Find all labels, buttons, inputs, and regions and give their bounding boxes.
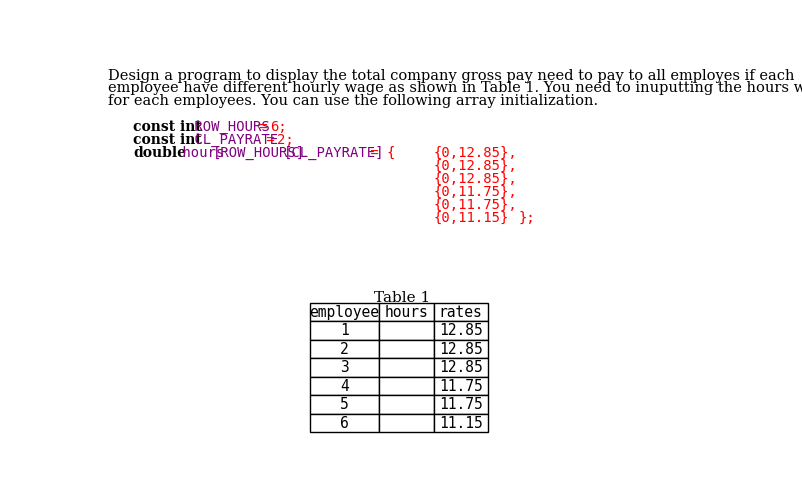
Bar: [310, 303, 379, 322]
Text: CL_PAYRATE: CL_PAYRATE: [186, 133, 278, 147]
Text: 11.75: 11.75: [439, 379, 482, 394]
Text: {0,11.75},: {0,11.75},: [433, 185, 516, 199]
Text: Table 1: Table 1: [374, 291, 430, 305]
Text: {0,11.75},: {0,11.75},: [433, 198, 516, 212]
Text: {0,11.15}: {0,11.15}: [433, 211, 508, 225]
Bar: [433, 414, 488, 432]
Bar: [433, 358, 488, 377]
Text: [CL_PAYRATE]: [CL_PAYRATE]: [284, 146, 384, 160]
Text: hours: hours: [174, 146, 224, 160]
Text: 12.85: 12.85: [439, 341, 482, 357]
Text: 12.85: 12.85: [439, 360, 482, 375]
Bar: [310, 414, 379, 432]
Text: 5: 5: [340, 397, 348, 412]
Bar: [310, 322, 379, 340]
Bar: [379, 340, 433, 358]
Text: {0,12.85},: {0,12.85},: [433, 172, 516, 186]
Bar: [310, 395, 379, 414]
Text: 4: 4: [340, 379, 348, 394]
Text: employee have different hourly wage as shown in Table 1. You need to inuputting : employee have different hourly wage as s…: [108, 81, 802, 95]
Bar: [379, 377, 433, 395]
Text: 11.15: 11.15: [439, 415, 482, 430]
Text: 2: 2: [340, 341, 348, 357]
Text: {0,12.85},: {0,12.85},: [433, 146, 516, 160]
Bar: [310, 340, 379, 358]
Text: 6: 6: [340, 415, 348, 430]
Bar: [310, 358, 379, 377]
Bar: [433, 377, 488, 395]
Text: 1: 1: [340, 323, 348, 338]
Text: 12.85: 12.85: [439, 323, 482, 338]
Text: [ROW_HOURS]: [ROW_HOURS]: [213, 146, 305, 160]
Text: };: };: [518, 211, 535, 225]
Bar: [379, 322, 433, 340]
Text: double: double: [133, 146, 186, 160]
Text: hours: hours: [384, 305, 427, 320]
Bar: [310, 377, 379, 395]
Text: 6;: 6;: [270, 120, 287, 134]
Text: =: =: [251, 120, 276, 134]
Text: Design a program to display the total company gross pay need to pay to all emplo: Design a program to display the total co…: [108, 69, 794, 83]
Text: {0,12.85},: {0,12.85},: [433, 159, 516, 173]
Bar: [379, 303, 433, 322]
Text: const int: const int: [133, 120, 201, 134]
Text: const int: const int: [133, 133, 201, 147]
Text: for each employees. You can use the following array initialization.: for each employees. You can use the foll…: [108, 93, 597, 107]
Text: rates: rates: [439, 305, 482, 320]
Text: employee: employee: [309, 305, 379, 320]
Text: =: =: [257, 133, 282, 147]
Text: 2;: 2;: [277, 133, 294, 147]
Bar: [433, 395, 488, 414]
Bar: [433, 340, 488, 358]
Bar: [433, 303, 488, 322]
Text: 3: 3: [340, 360, 348, 375]
Bar: [433, 322, 488, 340]
Bar: [379, 358, 433, 377]
Bar: [379, 414, 433, 432]
Text: = {: = {: [362, 146, 395, 160]
Bar: [379, 395, 433, 414]
Text: ROW_HOURS: ROW_HOURS: [186, 120, 269, 134]
Text: 11.75: 11.75: [439, 397, 482, 412]
